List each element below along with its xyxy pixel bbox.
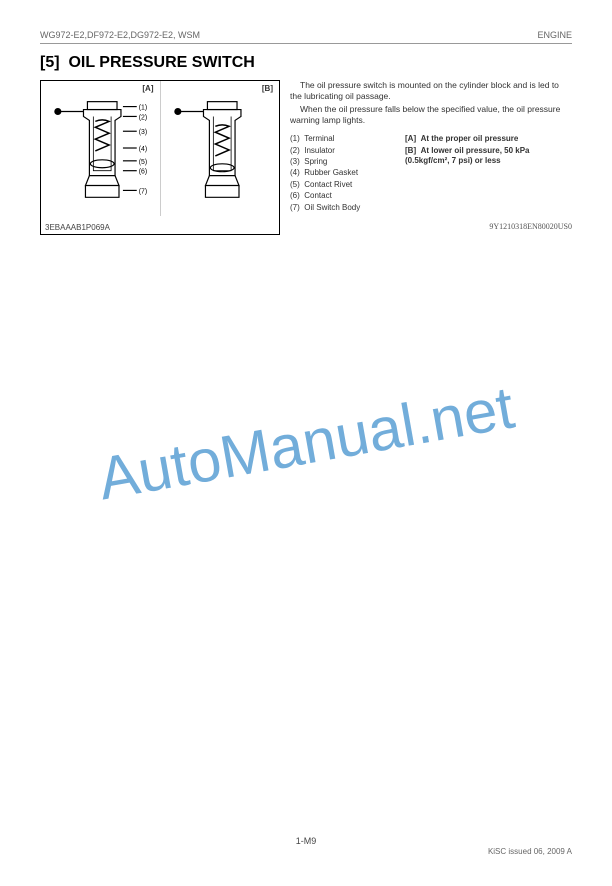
legend-item: [A] At the proper oil pressure [405, 134, 572, 144]
diagram-a: [A] (1) (2) (3) [41, 81, 161, 216]
page-header: WG972-E2,DF972-E2,DG972-E2, WSM ENGINE [40, 30, 572, 44]
oil-switch-diagram-a-icon: (1) (2) (3) (4) (5) (6) (7) [46, 86, 155, 211]
header-right: ENGINE [537, 30, 572, 40]
legend-item: (7) Oil Switch Body [290, 203, 385, 213]
legend-item: (1) Terminal [290, 134, 385, 144]
svg-text:(4): (4) [139, 146, 147, 153]
page-number: 1-M9 [296, 836, 317, 846]
paragraph-1: The oil pressure switch is mounted on th… [290, 80, 572, 102]
legend-item: (4) Rubber Gasket [290, 168, 385, 178]
issued-note: KiSC issued 06, 2009 A [488, 847, 572, 856]
svg-text:(3): (3) [139, 129, 147, 136]
diagram-b: [B] [161, 81, 280, 216]
content-row: [A] (1) (2) (3) [40, 80, 572, 235]
svg-text:(7): (7) [139, 188, 147, 195]
header-left: WG972-E2,DF972-E2,DG972-E2, WSM [40, 30, 200, 40]
svg-text:(6): (6) [139, 169, 147, 176]
legend-item: (2) Insulator [290, 146, 385, 156]
legend-parts: (1) Terminal (2) Insulator (3) Spring (4… [290, 134, 385, 214]
legend-item: [B] At lower oil pressure, 50 kPa (0.5kg… [405, 146, 572, 167]
svg-text:(5): (5) [139, 159, 147, 166]
section-title: [5] OIL PRESSURE SWITCH [40, 54, 572, 72]
oil-switch-diagram-b-icon [166, 86, 275, 211]
legend-item: (6) Contact [290, 191, 385, 201]
text-column: The oil pressure switch is mounted on th… [290, 80, 572, 235]
document-code: 9Y1210318EN80020US0 [290, 222, 572, 232]
diagram-box: [A] (1) (2) (3) [40, 80, 280, 235]
svg-text:(1): (1) [139, 105, 147, 112]
watermark: AutoManual.net [93, 373, 519, 514]
diagram-label-b: [B] [262, 84, 273, 93]
diagram-code: 3EBAAAB1P069A [45, 223, 110, 232]
paragraph-2: When the oil pressure falls below the sp… [290, 104, 572, 126]
legend-item: (3) Spring [290, 157, 385, 167]
legend: (1) Terminal (2) Insulator (3) Spring (4… [290, 134, 572, 214]
legend-states: [A] At the proper oil pressure [B] At lo… [405, 134, 572, 214]
svg-text:(2): (2) [139, 114, 147, 121]
diagram-label-a: [A] [142, 84, 153, 93]
legend-item: (5) Contact Rivet [290, 180, 385, 190]
